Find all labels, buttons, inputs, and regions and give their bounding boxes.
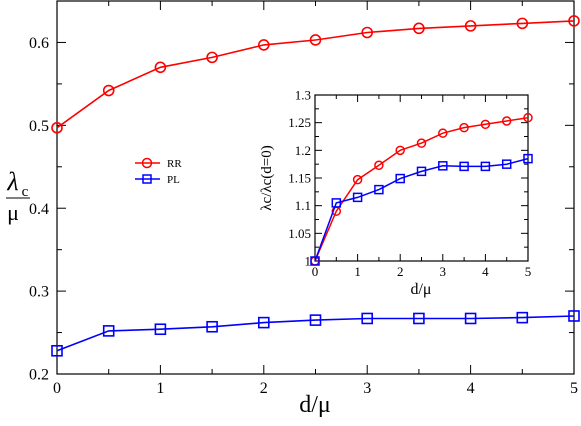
data-point-circle [416,138,427,148]
x-tick-label: 3 [363,380,371,397]
data-point-circle [154,61,167,74]
data-point-square [154,323,167,336]
data-point-circle [374,160,384,171]
main-y-axis-label: λ c μ [6,167,30,225]
y-tick-label: 0.4 [29,201,49,218]
data-point-square [416,166,427,177]
data-point-square [480,161,491,172]
y-tick-label: 0.2 [29,367,49,384]
y-tick-label: 0.3 [29,284,49,301]
data-point-circle [438,128,448,138]
data-point-square [516,311,529,324]
data-point-square [501,159,512,169]
y-tick-label: 1.3 [295,88,311,103]
data-point-square [331,198,342,208]
data-point-circle [464,20,477,32]
data-point-square [257,316,270,329]
data-point-circle [206,51,218,64]
inset-plot-frame [314,94,529,262]
inset-x-axis-label: d/μ [410,281,431,298]
x-tick-label: 5 [570,380,578,397]
data-point-circle [395,145,405,156]
main-y-label-denominator: μ [7,200,19,225]
legend-label-rr: RR [167,158,182,170]
data-point-circle [516,17,529,30]
data-point-circle [568,15,580,27]
data-point-circle [309,34,322,46]
x-tick-label: 5 [525,264,532,279]
data-point-circle [361,26,374,39]
data-point-circle [480,119,491,130]
data-point-square [310,256,320,266]
series-line-rr [56,20,575,129]
data-point-square [352,192,363,203]
x-tick-label: 4 [482,264,489,279]
data-point-square [523,153,533,164]
y-tick-label: 1.2 [295,143,311,158]
y-tick-label: 1 [305,254,312,269]
data-point-square [459,161,469,172]
y-tick-label: 0.6 [29,35,49,52]
main-y-label-lambda: λ [6,167,18,196]
series-line-0 [314,116,529,262]
data-point-circle [352,174,363,185]
data-point-square [464,312,477,325]
legend-label-pl: PL [167,174,180,186]
y-tick-label: 1.25 [288,115,311,130]
main-ticks: 0 1 2 3 4 50.20.30.40.50.6 [29,1,578,397]
data-point-square [438,161,448,171]
data-point-square [395,173,405,184]
legend-marker-rr [141,157,153,169]
x-tick-label: 4 [467,380,475,397]
main-x-axis-label: d/μ [299,392,331,418]
x-tick-label: 0 [53,380,61,397]
inset-ticks: 0 1 2 3 4 511.051.11.151.21.251.3 [288,88,531,279]
data-point-square [568,310,580,322]
x-tick-label: 1 [156,380,164,397]
inset-series [310,112,533,266]
data-point-square [51,344,63,357]
data-point-circle [523,112,533,123]
y-tick-label: 1.15 [288,171,311,186]
inset-y-axis-label: λc/λc(d=0) [259,145,275,210]
legend: RR PL [135,157,182,186]
y-tick-label: 0.5 [29,118,49,135]
data-point-square [413,312,425,325]
data-point-circle [459,122,469,133]
x-tick-label: 0 [312,264,319,279]
data-point-square [361,312,374,325]
data-point-square [206,320,218,333]
main-y-label-subscript: c [22,184,29,200]
data-point-square [374,184,384,195]
main-series [51,15,580,357]
data-point-circle [501,116,512,126]
data-point-circle [102,84,115,97]
data-point-square [102,325,115,337]
x-tick-label: 1 [354,264,361,279]
data-point-circle [257,39,270,51]
x-tick-label: 2 [260,380,268,397]
data-point-square [309,314,322,326]
data-point-circle [413,22,425,35]
data-point-circle [51,122,63,134]
series-line-1 [314,157,529,262]
y-tick-label: 1.05 [288,226,311,241]
x-tick-label: 2 [397,264,404,279]
legend-marker-pl [142,174,152,184]
x-tick-label: 3 [440,264,447,279]
y-tick-label: 1.1 [295,198,311,213]
series-line-pl [56,315,575,352]
